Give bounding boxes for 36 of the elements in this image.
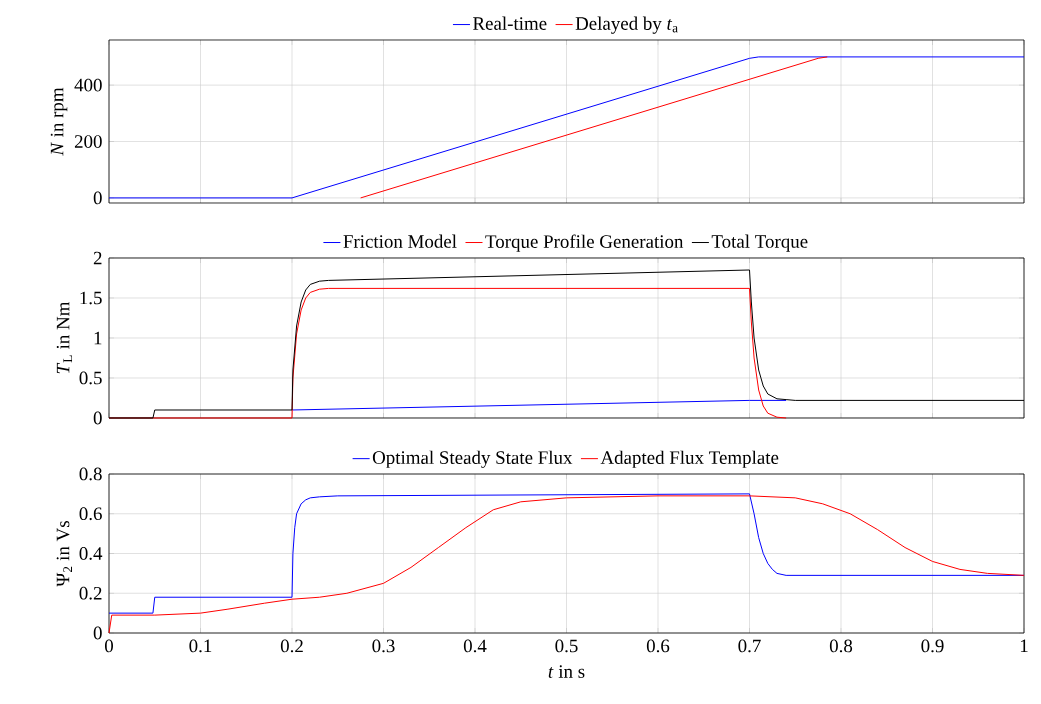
x-tick-label: 0: [104, 639, 113, 653]
legend-label: Adapted Flux Template: [600, 450, 779, 468]
x-tick-label: 0.5: [555, 639, 578, 653]
y-tick-label: 0: [93, 626, 102, 640]
y-tick-label: 0.2: [79, 586, 102, 600]
y-tick-label: 0: [93, 191, 102, 205]
x-tick-label: 1: [1020, 639, 1028, 653]
y-tick-label: 0.8: [79, 467, 102, 481]
x-tick-label: 0.6: [646, 639, 670, 653]
y-tick-label: 0: [93, 411, 102, 425]
legend-label: Real-time: [473, 16, 547, 30]
y-tick-label: 2: [93, 251, 102, 265]
legend-label: Friction Model: [343, 234, 457, 248]
y-tick-label: 0.5: [79, 371, 102, 385]
x-tick-label: 0.8: [829, 639, 853, 653]
x-tick-label: 0.1: [189, 639, 212, 653]
y-tick-label: 200: [74, 135, 102, 148]
y-axis-title: N in rpm: [50, 87, 68, 156]
y-tick-label: 1.5: [80, 291, 102, 305]
legend-label: Optimal Steady State Flux: [372, 450, 573, 468]
x-tick-label: 0.3: [372, 639, 395, 653]
legend-label: Torque Profile Generation: [485, 234, 684, 252]
x-tick-label: 0.2: [280, 639, 303, 653]
y-axis-title: Ψ$_{2}$ in Vs: [56, 521, 73, 587]
x-tick-label: 0.9: [921, 639, 944, 653]
x-axis-title: t in s: [548, 665, 585, 678]
y-tick-label: 0.4: [79, 547, 103, 560]
legend-label: Total Torque: [711, 234, 808, 252]
x-tick-label: 0.7: [738, 639, 761, 653]
legend-label: Delayed by t$_{a}$: [575, 16, 678, 34]
y-tick-label: 1: [94, 331, 102, 345]
y-tick-label: 400: [74, 78, 102, 92]
y-tick-label: 0.6: [79, 507, 102, 521]
line-series: [108, 495, 1025, 634]
x-tick-label: 0.4: [463, 639, 487, 653]
y-axis-title: T$_{L}$ in Nm: [56, 301, 73, 374]
